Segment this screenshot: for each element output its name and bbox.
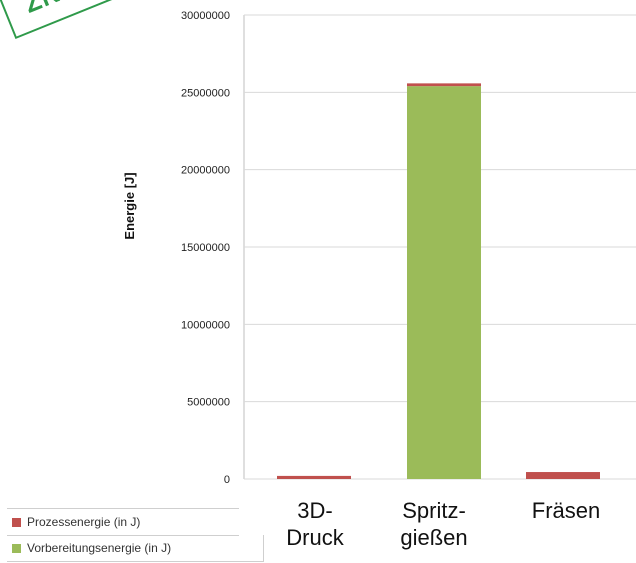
- bar-segment: [407, 83, 481, 87]
- category-label-3d-druck: 3D- Druck: [286, 498, 344, 550]
- y-tick-label: 30000000: [181, 10, 230, 22]
- category-label-spritzgiessen: Spritz- gießen: [400, 498, 468, 550]
- y-tick-label: 20000000: [181, 165, 230, 177]
- legend-swatch-prozessenergie: [12, 517, 21, 527]
- bar-segment: [407, 86, 481, 479]
- legend-label-vorbereitungsenergie: Vorbereitungsenergie (in J): [27, 541, 172, 555]
- chart-legend: Prozessenergie (in J) Vorbereitungsenerg…: [7, 508, 267, 562]
- y-tick-label: 15000000: [181, 242, 230, 254]
- legend-label-prozessenergie: Prozessenergie (in J): [27, 515, 141, 529]
- category-label-fraesen: Fräsen: [531, 498, 601, 523]
- legend-item-prozessenergie: Prozessenergie (in J): [7, 508, 239, 536]
- bar-segment: [277, 475, 351, 479]
- y-tick-label: 10000000: [181, 319, 230, 331]
- y-axis-label: Energie [J]: [122, 172, 137, 239]
- legend-item-vorbereitungsenergie: Vorbereitungsenergie (in J): [7, 535, 264, 562]
- y-tick-label: 0: [224, 474, 230, 486]
- y-tick-label: 25000000: [181, 87, 230, 99]
- legend-swatch-vorbereitungsenergie: [12, 543, 21, 553]
- y-tick-label: 5000000: [187, 397, 230, 409]
- bar-segment: [526, 472, 600, 479]
